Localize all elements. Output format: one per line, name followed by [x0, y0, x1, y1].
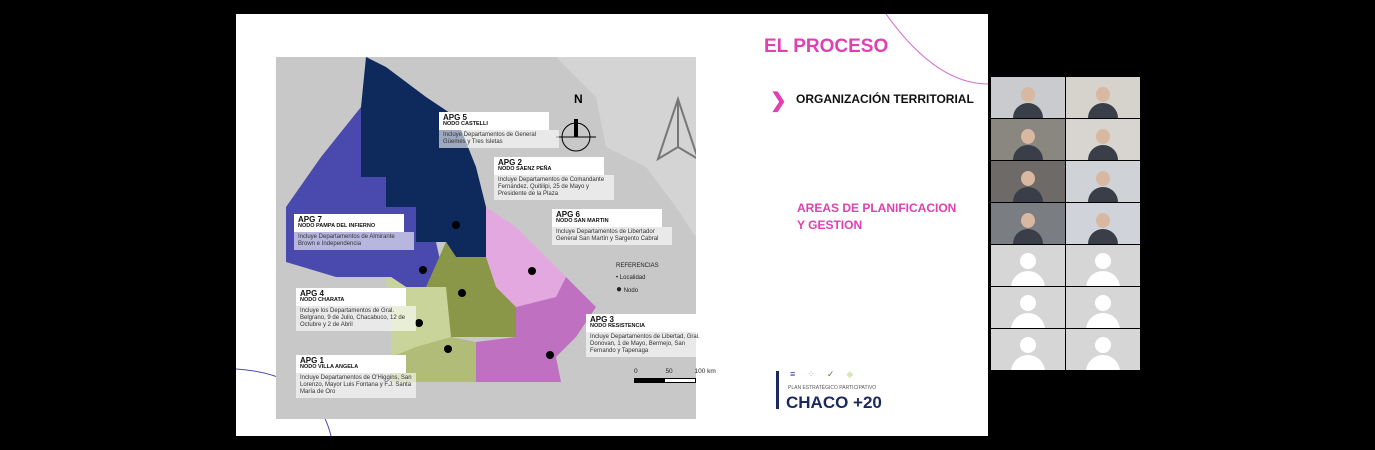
label-apg5: APG 5 NODO CASTELLI Incluye Departamentos…: [439, 112, 559, 148]
node-dot-icon: ●: [616, 284, 623, 295]
avatar-icon: [1020, 253, 1036, 269]
region-desc: Incluye Departamentos de General Güemes …: [439, 130, 559, 148]
participant-placeholder-tile[interactable]: [991, 287, 1065, 328]
avatar-icon: [1096, 213, 1110, 228]
avatar-body: [1011, 271, 1045, 286]
logo-name: CHACO +20: [786, 393, 882, 412]
participant-video-tile[interactable]: [991, 161, 1065, 202]
region-node: NODO SAN MARTIN: [556, 218, 609, 224]
avatar-icon: [1020, 337, 1036, 353]
region-title: APG 4: [300, 289, 325, 298]
avatar-body: [1088, 145, 1118, 160]
avatar-icon: [1096, 129, 1110, 144]
region-title: APG 5: [443, 113, 468, 122]
region-title: APG 3: [590, 315, 615, 324]
avatar-icon: [1021, 213, 1035, 228]
region-apg1: [391, 337, 476, 382]
legend-title: REFERENCIAS: [616, 263, 659, 269]
region-desc: Incluye Departamentos de Libertador Gene…: [552, 227, 672, 245]
region-title: APG 1: [300, 356, 325, 365]
scale-tick: 0: [634, 368, 638, 375]
region-title: APG 2: [498, 158, 523, 167]
avatar-icon: [1021, 87, 1035, 102]
participant-placeholder-tile[interactable]: [1066, 245, 1140, 286]
legend-item: Localidad: [619, 275, 646, 281]
avatar-icon: [1095, 253, 1111, 269]
region-desc: Incluye los Departamentos de Gral. Belgr…: [296, 306, 416, 331]
region-node: NODO RESISTENCIA: [590, 323, 646, 329]
avatar-body: [1013, 187, 1043, 202]
areas-heading: AREAS DE PLANIFICACION Y GESTION: [797, 200, 977, 234]
label-apg6: APG 6 NODO SAN MARTIN Incluye Departament…: [552, 209, 672, 245]
avatar-body: [1088, 187, 1118, 202]
participant-video-tile[interactable]: [1066, 161, 1140, 202]
participant-placeholder-tile[interactable]: [991, 245, 1065, 286]
slide-subtitle: ORGANIZACIÓN TERRITORIAL: [796, 92, 974, 106]
chevron-right-icon: ❯: [770, 90, 787, 112]
north-arrow-icon: [656, 95, 696, 162]
participant-video-tile[interactable]: [1066, 77, 1140, 118]
north-label: N: [574, 92, 583, 106]
avatar-body: [1088, 103, 1118, 118]
participant-video-tile[interactable]: [1066, 119, 1140, 160]
slide-title: EL PROCESO: [764, 36, 889, 57]
areas-line: AREAS DE PLANIFICACION: [797, 201, 957, 215]
region-node: NODO VILLA ANGELA: [300, 364, 359, 370]
avatar-body: [1011, 313, 1045, 328]
legend-item: Nodo: [623, 288, 639, 294]
label-apg1: APG 1 NODO VILLA ANGELA Incluye Departame…: [296, 355, 416, 398]
avatar-icon: [1020, 295, 1036, 311]
region-node: NODO CHARATA: [300, 297, 345, 303]
region-node: NODO CASTELLI: [443, 121, 488, 127]
region-title: APG 7: [298, 215, 323, 224]
region-apg6: [486, 207, 566, 307]
region-desc: Incluye Departamentos de Comandante Fern…: [494, 175, 614, 200]
participant-placeholder-tile[interactable]: [991, 329, 1065, 370]
label-apg7: APG 7 NODO PAMPA DEL INFIERNO Incluye Dep…: [294, 214, 414, 250]
participant-video-tile[interactable]: [1066, 203, 1140, 244]
avatar-body: [1013, 229, 1043, 244]
participant-video-tile[interactable]: [991, 77, 1065, 118]
avatar-icon: [1095, 295, 1111, 311]
locality-dot-icon: •: [616, 275, 619, 281]
areas-line: Y GESTION: [797, 218, 863, 232]
label-apg3: APG 3 NODO RESISTENCIA Incluye Departamen…: [586, 314, 706, 357]
participant-placeholder-tile[interactable]: [1066, 287, 1140, 328]
participant-video-tile[interactable]: [991, 203, 1065, 244]
shared-slide: N APG 5 NODO CASTELLI Incluye Departament…: [236, 14, 988, 436]
avatar-body: [1086, 313, 1120, 328]
avatar-body: [1013, 103, 1043, 118]
logo-tagline: PLAN ESTRATÉGICO PARTICIPATIVO: [788, 385, 877, 391]
label-apg4: APG 4 NODO CHARATA Incluye los Departamen…: [296, 288, 416, 331]
avatar-icon: [1096, 171, 1110, 186]
avatar-icon: [1021, 129, 1035, 144]
scale-tick: 100 km: [694, 368, 716, 375]
region-apg3: [476, 277, 596, 382]
scale-tick: 50: [665, 368, 673, 375]
map-legend: REFERENCIAS • Localidad ● Nodo: [616, 260, 659, 297]
avatar-icon: [1096, 87, 1110, 102]
avatar-body: [1088, 229, 1118, 244]
region-title: APG 6: [556, 210, 581, 219]
region-node: NODO SAENZ PEÑA: [498, 166, 552, 172]
avatar-body: [1086, 271, 1120, 286]
participant-placeholder-tile[interactable]: [1066, 329, 1140, 370]
label-apg2: APG 2 NODO SAENZ PEÑA Incluye Departament…: [494, 157, 614, 200]
avatar-body: [1086, 355, 1120, 370]
avatar-body: [1013, 145, 1043, 160]
region-desc: Incluye Departamentos de Libertad, Gral.…: [586, 332, 706, 357]
region-node: NODO PAMPA DEL INFIERNO: [298, 223, 376, 229]
scale-bar: [634, 378, 696, 383]
avatar-icon: [1021, 171, 1035, 186]
map-scale: 0 50 100 km: [634, 368, 716, 383]
compass-icon: [556, 119, 596, 152]
avatar-body: [1011, 355, 1045, 370]
region-desc: Incluye Departamentos de O'Higgins, San …: [296, 373, 416, 398]
participant-video-tile[interactable]: [991, 119, 1065, 160]
region-desc: Incluye Departamentos de Almirante Brown…: [294, 232, 414, 250]
avatar-icon: [1095, 337, 1111, 353]
chaco-logo: ≡⁘✓◆ PLAN ESTRATÉGICO PARTICIPATIVO CHAC…: [776, 369, 916, 419]
